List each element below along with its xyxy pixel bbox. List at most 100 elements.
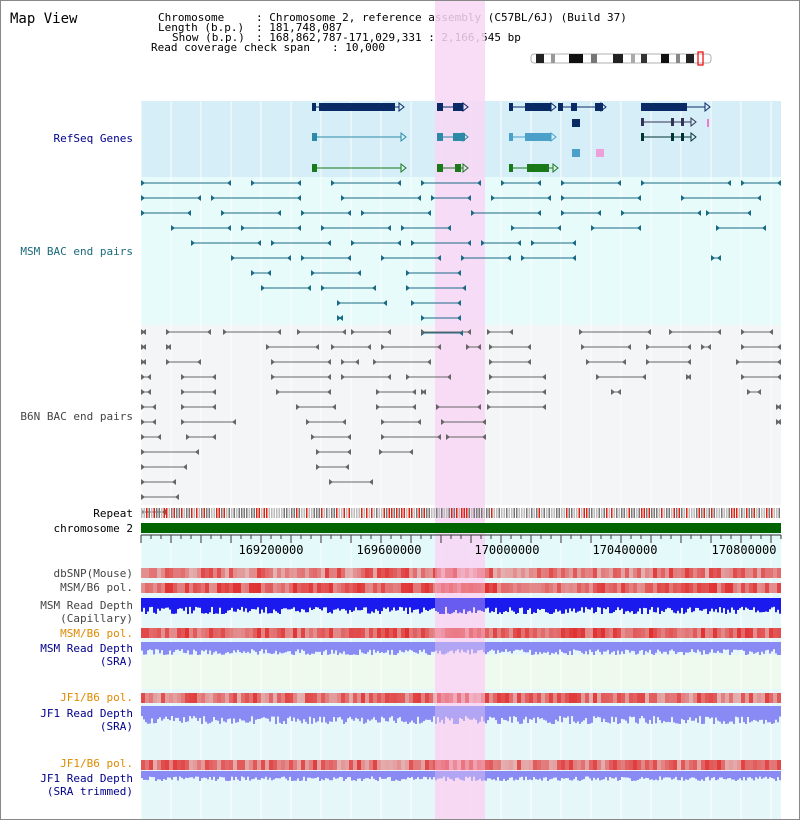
- track-label-b6n-bac[interactable]: B6N BAC end pairs: [20, 410, 133, 423]
- msm-sra-depth-bar: [439, 642, 441, 651]
- track-label-chromosome[interactable]: chromosome 2: [53, 522, 133, 535]
- msm-capillary-depth-bar: [169, 598, 171, 610]
- b6n-bac-pair-end-left: [381, 344, 385, 350]
- track-label-jf1-depth-1[interactable]: JF1 Read Depth: [40, 707, 133, 720]
- msm-pol-heat-cell: [773, 583, 777, 593]
- track-label-jf1-pol-2[interactable]: JF1/B6 pol.: [60, 757, 133, 770]
- jf1-trim-depth-bar: [241, 771, 243, 777]
- track-label-jf1-trim-2[interactable]: (SRA trimmed): [46, 785, 133, 798]
- msm-capillary-depth-bar: [377, 598, 379, 611]
- msm-sra-depth-bar: [467, 642, 469, 650]
- jf1-pol-2-heat-cell: [649, 760, 653, 770]
- jf1-sra-depth-bar: [437, 706, 439, 717]
- jf1-trim-depth-bar: [287, 771, 289, 781]
- jf1-pol-2-heat-cell: [353, 760, 357, 770]
- jf1-pol-2-heat-cell: [449, 760, 453, 770]
- jf1-trim-depth-bar: [719, 771, 721, 778]
- repeat-mark: [193, 508, 195, 518]
- jf1-sra-depth-bar: [353, 706, 355, 721]
- repeat-mark: [751, 508, 753, 518]
- msm-capillary-depth-bar: [557, 598, 559, 612]
- msm-capillary-depth-bar: [555, 598, 557, 610]
- jf1-pol-2-heat-cell: [241, 760, 245, 770]
- jf1-sra-depth-bar: [287, 706, 289, 718]
- msm-pol-heat-cell: [641, 583, 645, 593]
- repeat-mark: [776, 508, 778, 518]
- track-label-msm-depth-sra-2[interactable]: (SRA): [99, 655, 133, 668]
- dbsnp-heat-cell: [245, 568, 249, 578]
- msm-sra-depth-bar: [287, 642, 289, 652]
- b6n-bac-pair-end-right: [477, 404, 481, 410]
- track-label-msm-depth-cap-1[interactable]: MSM Read Depth: [40, 599, 133, 612]
- track-label-msm-bac[interactable]: MSM BAC end pairs: [20, 245, 133, 258]
- jf1-pol-1-heat-cell: [169, 693, 173, 703]
- msm-sra-depth-bar: [399, 642, 401, 651]
- dbsnp-heat-cell: [453, 568, 457, 578]
- b6n-bac-pair-end-left: [271, 374, 275, 380]
- jf1-trim-depth-bar: [397, 771, 399, 781]
- jf1-sra-depth-bar: [143, 706, 145, 720]
- repeat-mark: [333, 508, 335, 518]
- b6n-bac-pair-end-right: [207, 329, 211, 335]
- msm-pol-2-heat-cell: [469, 628, 473, 638]
- jf1-sra-depth-bar: [627, 706, 629, 724]
- repeat-mark: [733, 508, 735, 518]
- jf1-trim-depth-bar: [389, 771, 391, 778]
- repeat-mark: [603, 508, 605, 518]
- b6n-bac-pair-end-left: [141, 404, 145, 410]
- jf1-sra-depth-bar: [551, 706, 553, 724]
- dbsnp-heat-cell: [749, 568, 753, 578]
- msm-capillary-depth-bar: [425, 598, 427, 610]
- jf1-sra-depth-bar: [189, 706, 191, 717]
- jf1-sra-depth-bar: [303, 706, 305, 720]
- dbsnp-heat-cell: [161, 568, 165, 578]
- repeat-mark: [188, 508, 190, 518]
- repeat-mark: [468, 508, 470, 518]
- msm-capillary-depth-bar: [593, 598, 595, 614]
- jf1-trim-depth-bar: [349, 771, 351, 778]
- msm-pol-2-heat-cell: [673, 628, 677, 638]
- msm-capillary-depth-bar: [507, 598, 509, 613]
- jf1-trim-depth-bar: [563, 771, 565, 779]
- repeat-mark: [301, 508, 303, 518]
- msm-sra-depth-bar: [357, 642, 359, 655]
- msm-sra-depth-bar: [195, 642, 197, 652]
- jf1-sra-depth-bar: [497, 706, 499, 724]
- jf1-sra-depth-bar: [585, 706, 587, 718]
- repeat-mark: [758, 508, 760, 518]
- dbsnp-heat-cell: [417, 568, 421, 578]
- track-label-msm-depth-cap-2[interactable]: (Capillary): [60, 612, 133, 625]
- jf1-sra-depth-bar: [561, 706, 563, 723]
- track-label-jf1-pol-1[interactable]: JF1/B6 pol.: [60, 691, 133, 704]
- jf1-sra-depth-bar: [617, 706, 619, 724]
- msm-capillary-depth-bar: [559, 598, 561, 611]
- b6n-bac-pair-end-left: [487, 329, 491, 335]
- track-label-msm-depth-sra-1[interactable]: MSM Read Depth: [40, 642, 133, 655]
- jf1-sra-depth-bar: [297, 706, 299, 719]
- jf1-trim-depth-bar: [275, 771, 277, 779]
- track-label-refseq[interactable]: RefSeq Genes: [53, 132, 133, 145]
- jf1-pol-2-heat-cell: [685, 760, 689, 770]
- jf1-pol-1-heat-cell: [765, 693, 769, 703]
- msm-pol-2-heat-cell: [641, 628, 645, 638]
- track-label-msm-pol-2[interactable]: MSM/B6 pol.: [60, 627, 133, 640]
- track-label-jf1-depth-2[interactable]: (SRA): [99, 720, 133, 733]
- jf1-pol-1-heat-cell: [369, 693, 373, 703]
- track-label-msm-pol-1[interactable]: MSM/B6 pol.: [60, 581, 133, 594]
- msm-pol-2-heat-cell: [669, 628, 673, 638]
- track-label-repeat[interactable]: Repeat: [93, 507, 133, 520]
- jf1-trim-depth-bar: [425, 771, 427, 778]
- jf1-pol-1-heat-cell: [321, 693, 325, 703]
- msm-sra-depth-bar: [425, 642, 427, 654]
- jf1-pol-1-heat-cell: [509, 693, 513, 703]
- dbsnp-heat-cell: [449, 568, 453, 578]
- jf1-sra-depth-bar: [535, 706, 537, 724]
- track-label-dbsnp[interactable]: dbSNP(Mouse): [53, 567, 133, 580]
- jf1-sra-depth-bar: [421, 706, 423, 723]
- jf1-pol-2-heat-cell: [185, 760, 189, 770]
- track-label-jf1-trim-1[interactable]: JF1 Read Depth: [40, 772, 133, 785]
- msm-bac-pair-end-left: [351, 240, 355, 246]
- jf1-sra-depth-bar: [169, 706, 171, 721]
- jf1-trim-depth-bar: [341, 771, 343, 778]
